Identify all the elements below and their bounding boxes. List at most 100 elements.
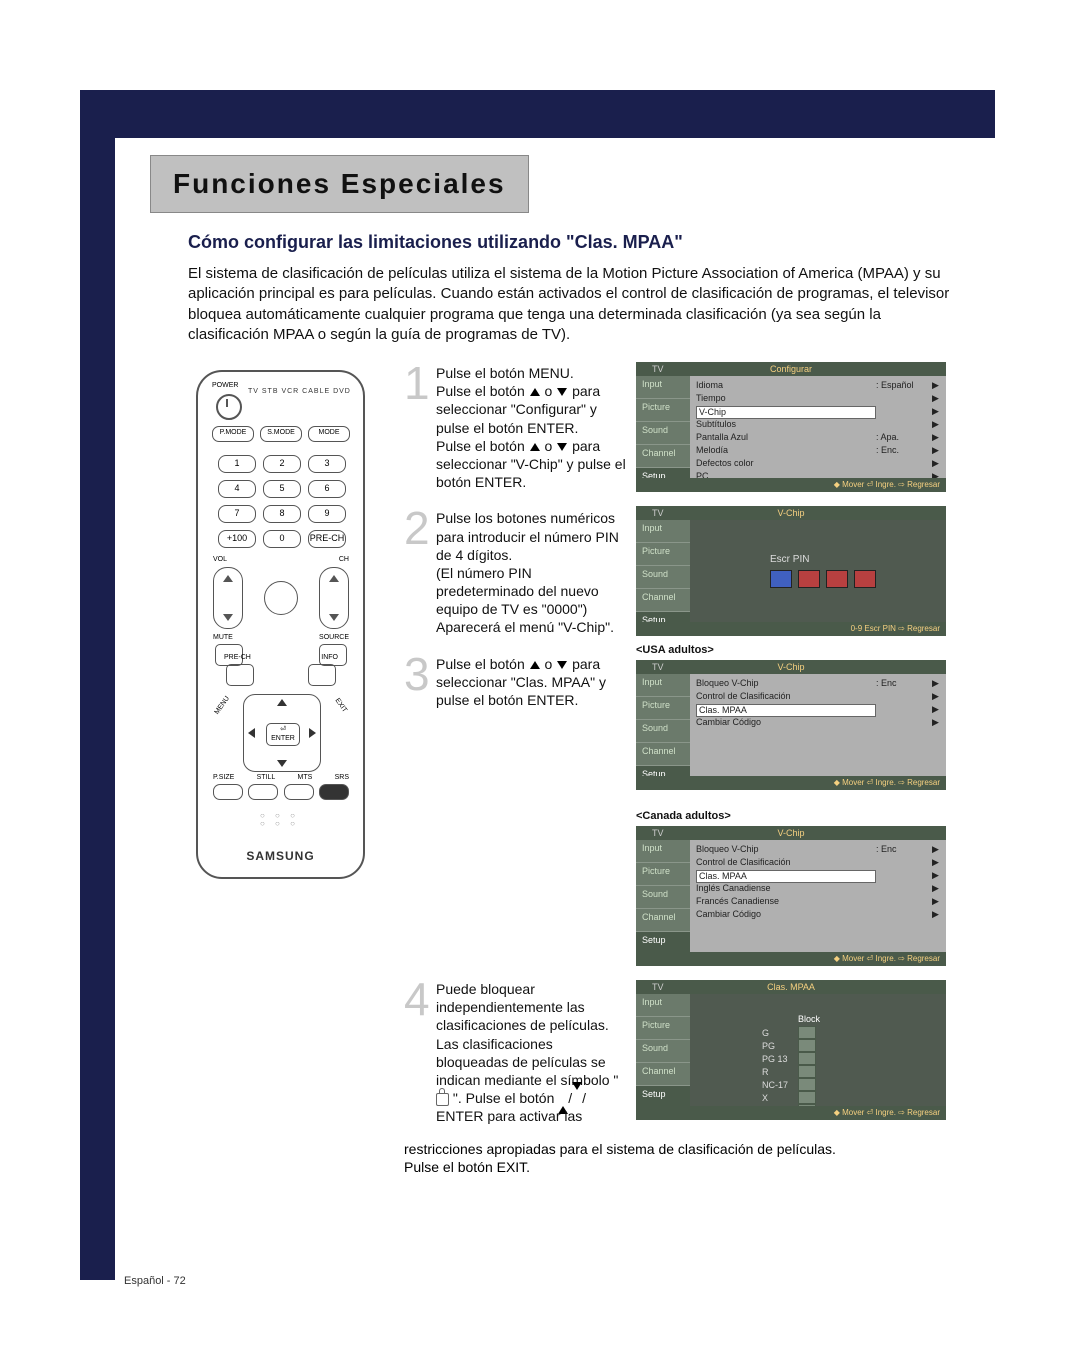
page-subtitle: Cómo configurar las limitaciones utiliza… (188, 232, 683, 253)
menu-label: MENU (214, 695, 232, 716)
info-btn (308, 664, 336, 686)
mid-btn (264, 581, 298, 615)
mode-row: P.MODE S.MODE MODE (212, 426, 350, 442)
vol-rocker (213, 567, 243, 629)
up-arrow-icon (530, 388, 540, 396)
num-6: 6 (308, 480, 346, 498)
still-btn (248, 784, 278, 800)
lock-icon (436, 1093, 449, 1106)
prech-info-labels: PRE-CHINFO (224, 654, 338, 661)
device-row: TV STB VCR CABLE DVD (248, 388, 351, 395)
numpad: 1 2 3 4 5 6 7 8 9 +100 0 PRE-CH (218, 455, 344, 548)
osd5-header: TVClas. MPAA (636, 980, 946, 994)
osd4-tabs: Input Picture Sound Channel Setup (636, 840, 690, 955)
ch-rocker (319, 567, 349, 629)
num-9: 9 (308, 505, 346, 523)
vol-ch-row (213, 567, 349, 629)
pin-label: Escr PIN (770, 554, 809, 565)
osd1-header: TVConfigurar (636, 362, 946, 376)
tab-input: Input (636, 840, 690, 863)
num-1: 1 (218, 455, 256, 473)
num-8: 8 (263, 505, 301, 523)
canada-adultos-label: <Canada adultos> (636, 810, 731, 822)
srs-btn (319, 784, 349, 800)
osd-pin: TVV-Chip Input Picture Sound Channel Set… (636, 506, 946, 636)
step-4-text: Puede bloquear independientemente las cl… (436, 980, 628, 1126)
mpaa-grid: Block GPGPG 13RNC-17XNR (762, 1014, 820, 1117)
num-2: 2 (263, 455, 301, 473)
osd5-body: Block GPGPG 13RNC-17XNR (690, 994, 946, 1106)
mts-btn (284, 784, 314, 800)
tab-sound: Sound (636, 720, 690, 743)
osd3-tabs: Input Picture Sound Channel Setup (636, 674, 690, 789)
num-7: 7 (218, 505, 256, 523)
arrow-up-icon (277, 699, 287, 706)
tab-channel: Channel (636, 743, 690, 766)
pin-boxes (770, 570, 876, 588)
osd3-footer: ◆ Mover ⏎ Ingre. ⇨ Regresar (636, 776, 946, 790)
tab-input: Input (636, 376, 690, 399)
section-title: Funciones Especiales (173, 168, 506, 199)
osd5-footer: ◆ Mover ⏎ Ingre. ⇨ Regresar (636, 1106, 946, 1120)
dots: ○ ○ ○○ ○ ○ (260, 812, 299, 828)
down-arrow-icon (557, 661, 567, 669)
step-4-num: 4 (404, 980, 436, 1126)
mute-source-labels: MUTESOURCE (213, 634, 349, 641)
step-1-num: 1 (404, 364, 436, 491)
num-plus100: +100 (218, 530, 256, 548)
osd-vchip-canada: TVV-Chip Input Picture Sound Channel Set… (636, 826, 946, 966)
num-5: 5 (263, 480, 301, 498)
step-3: 3 Pulse el botón o para seleccionar "Cla… (404, 655, 628, 710)
step-1: 1 Pulse el botón MENU. Pulse el botón o … (404, 364, 628, 491)
up-arrow-icon (530, 443, 540, 451)
num-4: 4 (218, 480, 256, 498)
tab-sound: Sound (636, 422, 690, 445)
smode-btn: S.MODE (260, 426, 302, 442)
tab-channel: Channel (636, 589, 690, 612)
mode-btn: MODE (308, 426, 350, 442)
step-2-text: Pulse los botones numéricos para introdu… (436, 509, 628, 636)
tab-input: Input (636, 674, 690, 697)
bottom-btns (213, 784, 349, 800)
osd3-body: Bloqueo V-Chip: Enc▶Control de Clasifica… (690, 674, 946, 776)
osd2-header: TVV-Chip (636, 506, 946, 520)
prech-btn (226, 664, 254, 686)
down-arrow-icon (557, 443, 567, 451)
tab-input: Input (636, 520, 690, 543)
step-4-cont: restricciones apropiadas para el sistema… (404, 1140, 944, 1176)
exit-label: EXIT (334, 697, 349, 714)
page-footer: Español - 72 (124, 1275, 186, 1287)
num-0: 0 (263, 530, 301, 548)
osd1-tabs: Input Picture Sound Channel Setup (636, 376, 690, 491)
arrow-left-icon (248, 728, 255, 738)
tab-channel: Channel (636, 1063, 690, 1086)
down-arrow-icon (572, 1082, 582, 1106)
step-4: 4 Puede bloquear independientemente las … (404, 980, 628, 1144)
tab-channel: Channel (636, 909, 690, 932)
psize-btn (213, 784, 243, 800)
osd-mpaa: TVClas. MPAA Input Picture Sound Channel… (636, 980, 946, 1120)
enter-btn: ⏎ENTER (266, 723, 300, 746)
section-title-box: Funciones Especiales (150, 155, 529, 213)
osd4-header: TVV-Chip (636, 826, 946, 840)
arrow-right-icon (309, 728, 316, 738)
tab-sound: Sound (636, 1040, 690, 1063)
step-3-num: 3 (404, 655, 436, 710)
osd2-body: Escr PIN (690, 520, 946, 622)
intro-paragraph: El sistema de clasificación de películas… (188, 264, 951, 345)
nav-pad: ⏎ENTER (243, 694, 319, 770)
nav-ring: ⏎ENTER (243, 694, 321, 772)
osd1-footer: ◆ Mover ⏎ Ingre. ⇨ Regresar (636, 478, 946, 492)
num-3: 3 (308, 455, 346, 473)
osd2-footer: 0-9 Escr PIN ⇨ Regresar (636, 622, 946, 636)
osd5-tabs: Input Picture Sound Channel Setup (636, 994, 690, 1109)
step-2-num: 2 (404, 509, 436, 636)
power-icon (216, 394, 242, 420)
down-arrow-icon (557, 388, 567, 396)
pmode-btn: P.MODE (212, 426, 254, 442)
step-2: 2 Pulse los botones numéricos para intro… (404, 509, 628, 636)
osd4-footer: ◆ Mover ⏎ Ingre. ⇨ Regresar (636, 952, 946, 966)
tab-picture: Picture (636, 399, 690, 422)
brand-label: SAMSUNG (198, 849, 363, 863)
osd-configurar: TVConfigurar Input Picture Sound Channel… (636, 362, 946, 492)
